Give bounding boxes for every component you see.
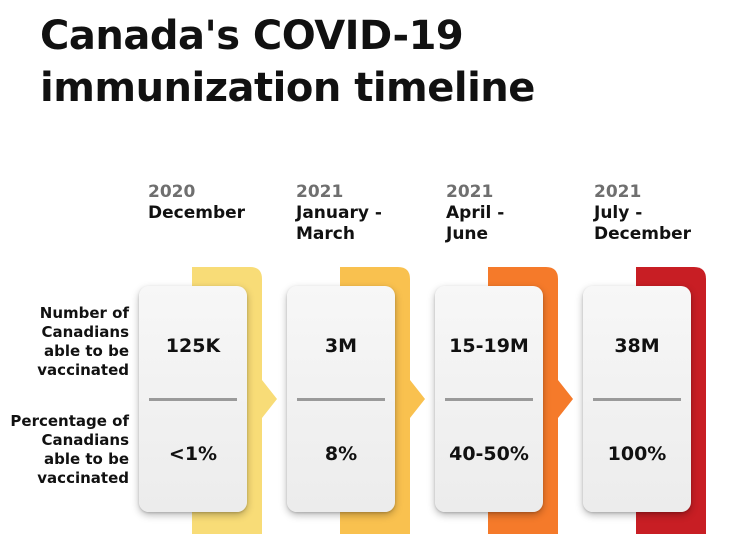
period-card-1: 125K <1% <box>139 286 247 512</box>
title-line-2: immunization timeline <box>40 65 535 111</box>
period-card-2: 3M 8% <box>287 286 395 512</box>
number-value: 15-19M <box>449 335 529 357</box>
period-card-3: 15-19M 40-50% <box>435 286 543 512</box>
period-year: 2021 <box>594 182 642 202</box>
title-line-1: Canada's COVID-19 <box>40 13 464 59</box>
card-divider <box>149 398 237 401</box>
number-value: 38M <box>614 335 660 357</box>
period-range: December <box>148 203 246 223</box>
period-header-2: 2021 January - March <box>296 182 446 245</box>
period-year: 2021 <box>296 182 344 202</box>
percentage-value: <1% <box>168 443 218 465</box>
number-value: 3M <box>324 335 358 357</box>
percentage-value: 40-50% <box>449 443 529 465</box>
period-header-3: 2021 April - June <box>446 182 596 245</box>
period-card-4: 38M 100% <box>583 286 691 512</box>
period-year: 2020 <box>148 182 196 202</box>
period-header-4: 2021 July - December <box>594 182 729 245</box>
card-divider <box>593 398 681 401</box>
card-divider <box>297 398 385 401</box>
page-title: Canada's COVID-19 immunization timeline <box>40 10 535 114</box>
row-label-percentage: Percentage of Canadians able to be vaccinat… <box>10 412 129 487</box>
period-range: January - March <box>296 203 382 244</box>
period-year: 2021 <box>446 182 494 202</box>
period-range: April - June <box>446 203 505 244</box>
period-range: July - December <box>594 203 692 244</box>
percentage-value: 8% <box>324 443 358 465</box>
period-header-1: 2020 December <box>148 182 298 224</box>
percentage-value: 100% <box>607 443 667 465</box>
number-value: 125K <box>165 335 221 357</box>
card-divider <box>445 398 533 401</box>
row-label-number: Number of Canadians able to be vaccinated <box>37 304 129 379</box>
